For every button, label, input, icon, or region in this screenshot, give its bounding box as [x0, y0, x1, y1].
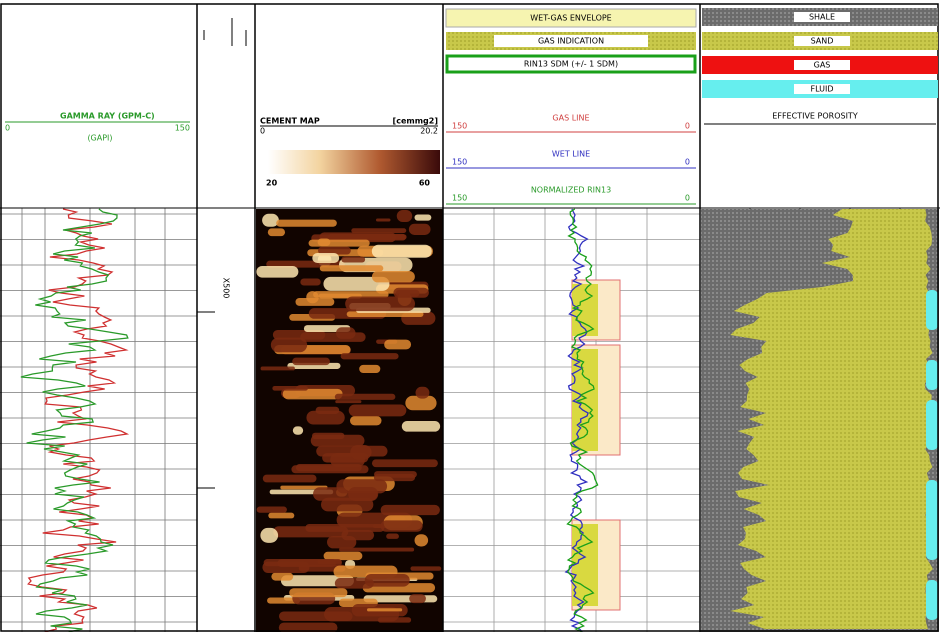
cement-blob	[336, 479, 387, 493]
cement-blob	[384, 340, 411, 350]
gamma-unit: (GAPI)	[87, 134, 112, 143]
cement-blob	[410, 566, 441, 570]
cement-blob	[372, 459, 438, 467]
cement-blob	[341, 257, 365, 263]
cement-blob	[341, 530, 374, 540]
cement-blob	[365, 574, 410, 587]
scale-left: 0	[5, 124, 10, 133]
scale-left: 150	[452, 158, 467, 167]
scale-right: 0	[685, 122, 690, 131]
cement-blob	[415, 534, 429, 546]
cement-blob	[256, 266, 298, 278]
cement-blob	[335, 394, 396, 400]
cement-blob	[293, 426, 303, 434]
color-bar	[268, 150, 440, 174]
cement-blob	[318, 238, 331, 246]
cement-blob	[336, 327, 356, 339]
cement-blob	[261, 367, 295, 371]
cement-blob	[381, 505, 440, 515]
fluid	[926, 580, 938, 620]
cement-blob	[339, 548, 414, 552]
legend-label: GAS INDICATION	[538, 37, 604, 46]
cement-blob	[380, 520, 422, 531]
line-name: GAS LINE	[552, 114, 589, 123]
cement-blob	[260, 528, 278, 543]
cement-title: CEMENT MAP	[260, 117, 320, 126]
cement-blob	[409, 594, 426, 603]
cement-blob	[341, 353, 399, 359]
cement-blob	[386, 534, 399, 539]
cement-blob	[292, 358, 330, 366]
cement-blob	[402, 421, 440, 432]
cement-blob	[268, 228, 285, 236]
scale-left: 0	[260, 127, 265, 136]
cement-blob	[320, 265, 384, 271]
cement-blob	[359, 365, 380, 373]
cement-blob	[349, 404, 407, 416]
cement-blob	[262, 214, 279, 227]
cement-blob	[271, 573, 293, 581]
bar-max: 60	[419, 179, 431, 188]
cement-blob	[350, 445, 371, 459]
scale-right: 0	[685, 158, 690, 167]
cement-blob	[397, 210, 412, 222]
cement-blob	[268, 513, 294, 519]
cement-blob	[272, 386, 308, 391]
cement-blob	[372, 245, 432, 258]
cement-blob	[316, 407, 340, 414]
cement-blob	[324, 552, 363, 560]
scale-left: 150	[452, 194, 467, 203]
cement-blob	[312, 253, 339, 263]
cement-unit: [cemmg2]	[393, 117, 438, 126]
porosity-title: EFFECTIVE POROSITY	[772, 112, 858, 121]
well-log: GAMMA RAY (GPM-C) 0 150 (GAPI) X500 CEME…	[0, 0, 940, 632]
cement-blob	[306, 291, 319, 303]
cement-blob	[277, 559, 336, 567]
cement-blob	[396, 290, 420, 297]
cement-blob	[289, 588, 347, 597]
cement-blob	[276, 220, 337, 227]
legend-label: WET-GAS ENVELOPE	[530, 14, 612, 23]
cement-blob	[351, 228, 406, 233]
cement-blob	[300, 278, 320, 285]
fluid	[926, 480, 938, 560]
legend-label: FLUID	[810, 85, 833, 94]
depth-label: X500	[222, 278, 231, 299]
cement-blob	[257, 507, 287, 513]
cement-blob	[271, 338, 307, 353]
cement-blob	[416, 387, 430, 399]
gamma-title: GAMMA RAY (GPM-C)	[60, 112, 155, 121]
legend-label: SAND	[811, 37, 834, 46]
scale-right: 150	[175, 124, 190, 133]
scale-right: 0	[685, 194, 690, 203]
scale-right: 20.2	[420, 127, 438, 136]
cement-blob	[409, 224, 431, 235]
fluid	[926, 290, 938, 330]
cement-blob	[415, 214, 432, 220]
legend-label: GAS	[814, 61, 831, 70]
scale-left: 150	[452, 122, 467, 131]
cement-blob	[367, 608, 402, 611]
cement-blob	[350, 416, 382, 425]
cement-blob	[311, 435, 365, 447]
fluid	[926, 360, 938, 390]
cement-blob	[263, 475, 317, 483]
line-name: NORMALIZED RIN13	[531, 186, 611, 195]
bar-min: 20	[266, 179, 278, 188]
legend-label: RIN13 SDM (+/- 1 SDM)	[524, 60, 618, 69]
fluid	[926, 400, 938, 450]
cement-blob	[376, 218, 391, 221]
cement-blob	[345, 296, 415, 311]
cement-blob	[372, 271, 415, 282]
cement-blob	[335, 400, 361, 403]
legend-label: SHALE	[809, 13, 835, 22]
line-name: WET LINE	[552, 150, 590, 159]
